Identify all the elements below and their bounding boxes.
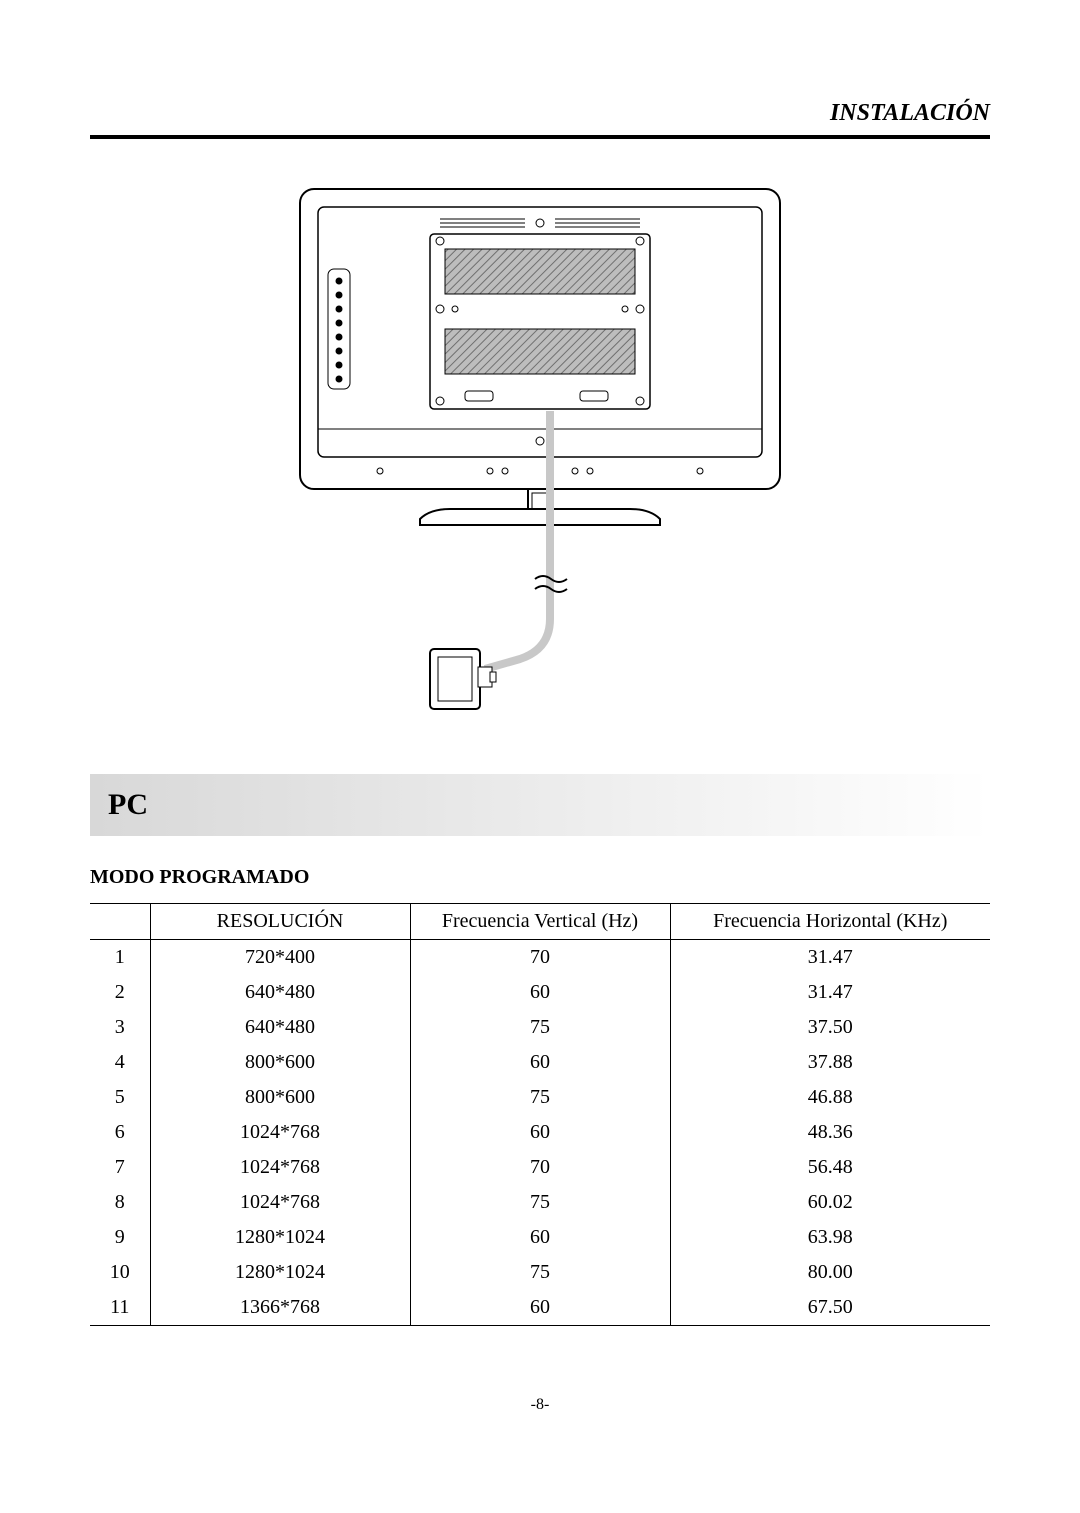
table-cell: 37.88 — [670, 1045, 990, 1080]
col-index — [90, 904, 150, 940]
col-resolution: RESOLUCIÓN — [150, 904, 410, 940]
table-row: 2640*4806031.47 — [90, 975, 990, 1010]
table-cell: 6 — [90, 1115, 150, 1150]
table-cell: 800*600 — [150, 1080, 410, 1115]
col-hfreq: Frecuencia Horizontal (KHz) — [670, 904, 990, 940]
table-cell: 9 — [90, 1220, 150, 1255]
table-cell: 1366*768 — [150, 1290, 410, 1326]
table-cell: 800*600 — [150, 1045, 410, 1080]
table-cell: 31.47 — [670, 975, 990, 1010]
page-header-title: INSTALACIÓN — [90, 100, 990, 127]
table-cell: 1024*768 — [150, 1115, 410, 1150]
tv-rear-diagram — [90, 179, 990, 744]
section-heading-pc: PC — [90, 774, 990, 836]
table-cell: 1024*768 — [150, 1185, 410, 1220]
table-cell: 7 — [90, 1150, 150, 1185]
table-row: 3640*4807537.50 — [90, 1010, 990, 1045]
table-cell: 5 — [90, 1080, 150, 1115]
table-cell: 720*400 — [150, 940, 410, 976]
table-cell: 70 — [410, 940, 670, 976]
table-cell: 56.48 — [670, 1150, 990, 1185]
table-cell: 60.02 — [670, 1185, 990, 1220]
table-cell: 10 — [90, 1255, 150, 1290]
page-number: -8- — [90, 1396, 990, 1414]
table-row: 61024*7686048.36 — [90, 1115, 990, 1150]
table-cell: 2 — [90, 975, 150, 1010]
table-cell: 3 — [90, 1010, 150, 1045]
table-row: 111366*7686067.50 — [90, 1290, 990, 1326]
table-row: 91280*10246063.98 — [90, 1220, 990, 1255]
table-row: 81024*7687560.02 — [90, 1185, 990, 1220]
table-cell: 75 — [410, 1080, 670, 1115]
table-cell: 8 — [90, 1185, 150, 1220]
table-cell: 75 — [410, 1185, 670, 1220]
table-row: 1720*4007031.47 — [90, 940, 990, 976]
table-cell: 80.00 — [670, 1255, 990, 1290]
table-cell: 67.50 — [670, 1290, 990, 1326]
table-header-row: RESOLUCIÓN Frecuencia Vertical (Hz) Frec… — [90, 904, 990, 940]
table-row: 4800*6006037.88 — [90, 1045, 990, 1080]
table-cell: 31.47 — [670, 940, 990, 976]
table-cell: 63.98 — [670, 1220, 990, 1255]
table-cell: 46.88 — [670, 1080, 990, 1115]
table-cell: 60 — [410, 1115, 670, 1150]
table-cell: 48.36 — [670, 1115, 990, 1150]
table-cell: 60 — [410, 1045, 670, 1080]
table-row: 5800*6007546.88 — [90, 1080, 990, 1115]
table-cell: 11 — [90, 1290, 150, 1326]
table-cell: 1 — [90, 940, 150, 976]
table-cell: 640*480 — [150, 975, 410, 1010]
header-rule — [90, 135, 990, 139]
table-cell: 70 — [410, 1150, 670, 1185]
preset-mode-table: RESOLUCIÓN Frecuencia Vertical (Hz) Frec… — [90, 903, 990, 1326]
table-cell: 1280*1024 — [150, 1255, 410, 1290]
table-row: 101280*10247580.00 — [90, 1255, 990, 1290]
table-cell: 4 — [90, 1045, 150, 1080]
table-cell: 1280*1024 — [150, 1220, 410, 1255]
table-cell: 640*480 — [150, 1010, 410, 1045]
table-row: 71024*7687056.48 — [90, 1150, 990, 1185]
tv-rear-svg — [280, 179, 800, 739]
table-cell: 60 — [410, 1220, 670, 1255]
table-cell: 75 — [410, 1010, 670, 1045]
col-vfreq: Frecuencia Vertical (Hz) — [410, 904, 670, 940]
table-cell: 60 — [410, 1290, 670, 1326]
table-cell: 1024*768 — [150, 1150, 410, 1185]
table-cell: 37.50 — [670, 1010, 990, 1045]
table-cell: 60 — [410, 975, 670, 1010]
subheading-modo: MODO PROGRAMADO — [90, 866, 990, 889]
table-cell: 75 — [410, 1255, 670, 1290]
